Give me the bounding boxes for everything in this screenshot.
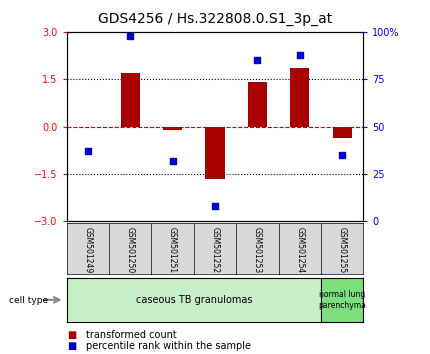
Text: GSM501251: GSM501251: [168, 227, 177, 273]
Text: GSM501249: GSM501249: [83, 227, 92, 273]
Point: [84, 148, 91, 154]
Point: [339, 152, 346, 158]
Bar: [290, 68, 309, 127]
Point: [127, 33, 134, 39]
Text: ■: ■: [67, 341, 76, 351]
Text: cell type: cell type: [9, 296, 48, 304]
Bar: [121, 73, 140, 127]
Bar: [163, 127, 182, 130]
Text: GSM501253: GSM501253: [253, 227, 262, 273]
Text: transformed count: transformed count: [86, 330, 177, 339]
Text: caseous TB granulomas: caseous TB granulomas: [135, 295, 252, 305]
Text: GSM501254: GSM501254: [295, 227, 304, 273]
Text: ■: ■: [67, 330, 76, 339]
Bar: [333, 127, 352, 138]
Text: normal lung
parenchyma: normal lung parenchyma: [318, 290, 366, 310]
Point: [169, 158, 176, 164]
Point: [296, 52, 303, 57]
Text: GDS4256 / Hs.322808.0.S1_3p_at: GDS4256 / Hs.322808.0.S1_3p_at: [98, 12, 332, 27]
Point: [212, 203, 218, 209]
Point: [254, 57, 261, 63]
Text: percentile rank within the sample: percentile rank within the sample: [86, 341, 251, 351]
Text: GSM501250: GSM501250: [126, 227, 135, 273]
Bar: [248, 82, 267, 127]
Text: GSM501255: GSM501255: [338, 227, 347, 273]
Bar: [206, 127, 224, 179]
Text: GSM501252: GSM501252: [211, 227, 219, 273]
